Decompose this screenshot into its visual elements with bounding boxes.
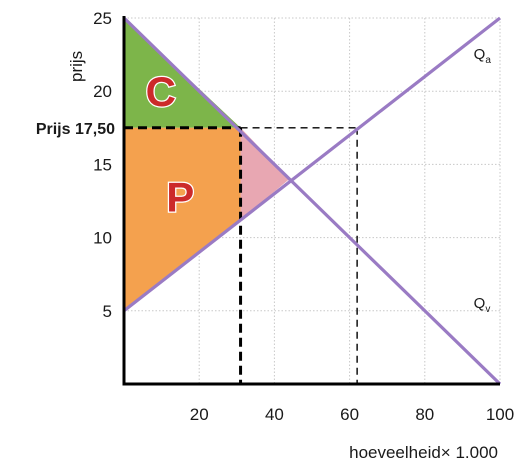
area-deadweight-loss bbox=[240, 127, 290, 221]
x-tick-label-3: 80 bbox=[415, 405, 434, 424]
y-tick-label-0: 5 bbox=[103, 302, 112, 321]
grid bbox=[124, 17, 501, 384]
curve-qv bbox=[122, 16, 502, 386]
x-tick-label-2: 60 bbox=[340, 405, 359, 424]
curve-qa bbox=[123, 16, 501, 313]
curve-label-qa: Qa bbox=[474, 46, 492, 66]
x-tick-label-0: 20 bbox=[190, 405, 209, 424]
axes bbox=[122, 16, 500, 386]
y-tick-label-1: 10 bbox=[93, 229, 112, 248]
area-label-c: C bbox=[146, 68, 176, 115]
areas: CP bbox=[124, 18, 290, 311]
y-tick-label-2: 15 bbox=[93, 155, 112, 174]
y-tick-label-3: 20 bbox=[93, 82, 112, 101]
price-guides bbox=[124, 126, 358, 384]
price-label: Prijs 17,50 bbox=[36, 121, 115, 138]
tick-labels: 20 40 60 80 100 5 10 15 20 25 bbox=[93, 9, 514, 424]
curve-label-qv: Qv bbox=[474, 295, 491, 315]
area-p bbox=[124, 127, 241, 311]
area-label-p: P bbox=[166, 174, 194, 221]
x-tick-label-1: 40 bbox=[265, 405, 284, 424]
x-axis-title: hoeveelheid× 1.000 bbox=[349, 443, 498, 462]
y-tick-label-4: 25 bbox=[93, 9, 112, 28]
y-axis-title: prijs bbox=[67, 51, 86, 82]
x-tick-label-4: 100 bbox=[486, 405, 514, 424]
